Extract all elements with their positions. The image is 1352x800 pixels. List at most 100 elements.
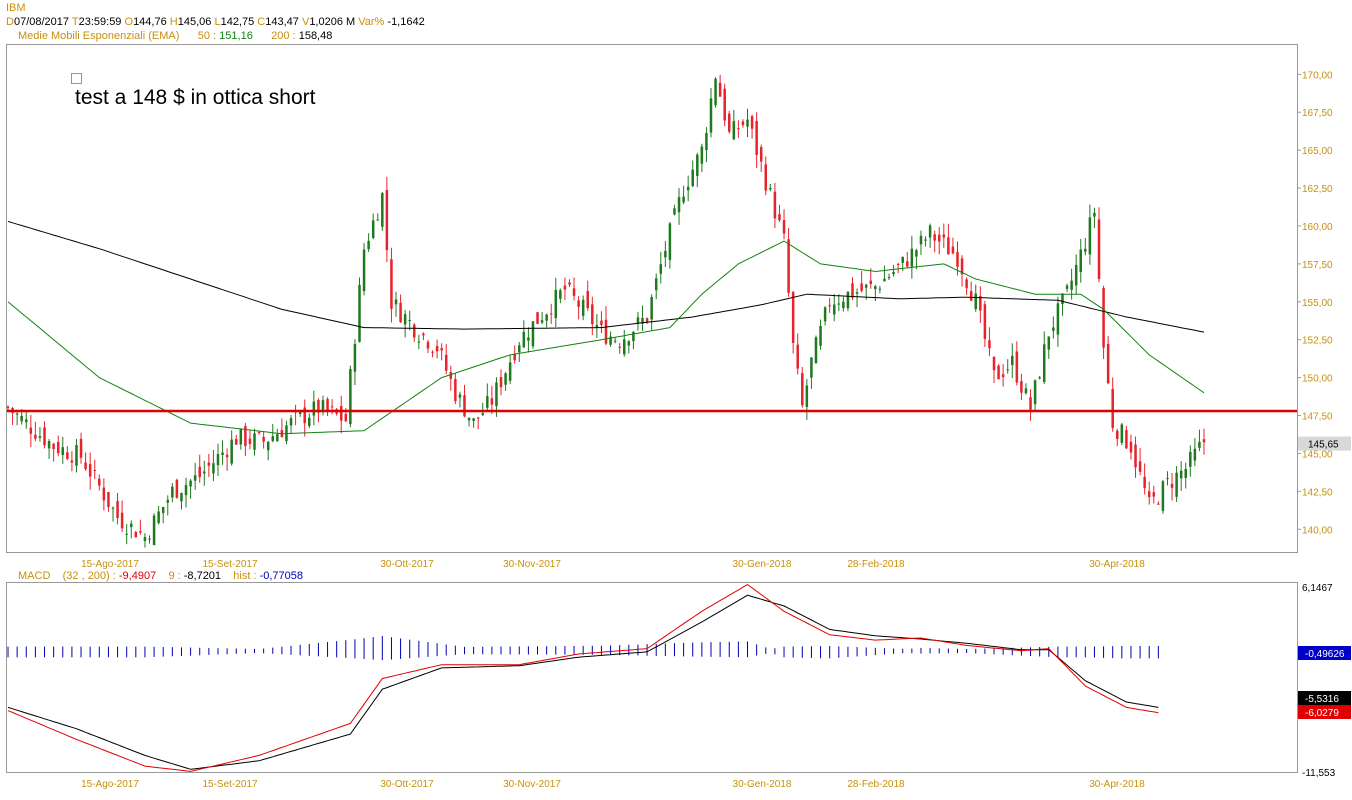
candle — [878, 286, 882, 294]
candle — [1088, 204, 1092, 265]
candle — [554, 277, 558, 328]
candle — [750, 114, 754, 139]
candle — [390, 247, 393, 323]
candle — [1029, 389, 1032, 421]
x-tick-label: 28-Feb-2018 — [847, 559, 905, 570]
last-price-box — [1298, 436, 1351, 451]
candle — [572, 277, 576, 301]
candle — [796, 333, 799, 375]
macd-histogram — [7, 636, 1159, 661]
candle — [664, 241, 667, 267]
macd-params: (32 , 200) — [62, 570, 110, 582]
hist-badge-label: -0,49626 — [1305, 649, 1345, 660]
candle — [98, 474, 101, 491]
candle — [66, 446, 69, 461]
candle — [15, 409, 19, 426]
x-tick-label: 30-Gen-2018 — [733, 779, 792, 790]
candle — [801, 366, 804, 408]
candle — [937, 226, 941, 255]
candle — [823, 306, 827, 326]
candle — [764, 156, 768, 196]
price-tick-label: 157,50 — [1302, 260, 1333, 271]
candle — [467, 417, 471, 427]
candle — [1033, 379, 1037, 411]
candle — [362, 242, 366, 296]
candle — [1134, 436, 1137, 478]
candle — [832, 294, 836, 322]
macd-tick-label: 6,1467 — [1302, 583, 1333, 594]
x-tick-label: 30-Nov-2017 — [503, 559, 561, 570]
candle — [983, 300, 987, 348]
signal-badge-label: -5,5316 — [1305, 694, 1339, 705]
candle — [518, 341, 521, 363]
price-tick-label: 155,00 — [1302, 298, 1333, 309]
candle — [805, 379, 809, 420]
candle — [371, 213, 375, 240]
quote-key: V — [301, 16, 310, 28]
x-tick-label: 30-Ott-2017 — [380, 559, 434, 570]
x-tick-label: 30-Nov-2017 — [503, 779, 561, 790]
candle — [883, 265, 886, 282]
candle — [1147, 481, 1151, 505]
x-tick-label: 30-Apr-2018 — [1089, 779, 1145, 790]
candle — [349, 365, 352, 428]
candle — [1052, 316, 1055, 339]
macd-panel — [6, 582, 1298, 773]
candle — [166, 495, 170, 516]
candle — [586, 280, 589, 311]
candle — [339, 395, 343, 434]
x-tick-label: 15-Ago-2017 — [81, 779, 139, 790]
last-price-label: 145,65 — [1308, 440, 1339, 451]
candle — [714, 77, 717, 108]
candle — [531, 321, 535, 349]
candle — [111, 506, 115, 522]
macd-y-axis: 6,1467 -11,553 — [1302, 583, 1336, 779]
candle — [458, 391, 462, 408]
candle — [276, 428, 279, 442]
candle — [207, 453, 211, 478]
candle — [874, 284, 877, 302]
candle — [705, 127, 708, 163]
candle — [394, 291, 398, 317]
ema50-period: 50 — [197, 30, 210, 42]
ema200-period: 200 — [271, 30, 290, 42]
candle — [906, 251, 909, 269]
candle — [417, 334, 421, 350]
candle — [1056, 296, 1060, 347]
candle — [454, 373, 457, 405]
candle — [221, 440, 224, 465]
candle — [1111, 377, 1114, 432]
candle — [1179, 461, 1183, 491]
candle — [892, 264, 895, 277]
candle — [1152, 485, 1156, 504]
candle — [248, 430, 252, 450]
macd-signal-line — [7, 594, 1159, 770]
candle — [577, 296, 580, 320]
candle — [129, 520, 133, 539]
quote-value: 07/08/2017 — [13, 16, 70, 28]
candle — [486, 383, 489, 411]
candle — [1184, 462, 1187, 489]
candle — [613, 337, 617, 344]
candle — [180, 492, 183, 510]
candle — [1170, 473, 1174, 501]
candle — [294, 404, 297, 426]
candle — [1120, 422, 1124, 446]
price-tick-label: 165,00 — [1302, 146, 1333, 157]
hist-badge — [1298, 646, 1351, 660]
candle — [737, 120, 740, 138]
quote-bar: D07/08/2017 T23:59:59 O144,76 H145,06 L1… — [6, 16, 425, 29]
candle — [148, 535, 151, 544]
macd-legend: MACD (32 , 200) : -9,4907 9 : -8,7201 hi… — [18, 570, 304, 582]
candle — [198, 454, 201, 483]
candle — [723, 83, 726, 127]
x-tick-label: 15-Set-2017 — [202, 779, 257, 790]
candle — [654, 273, 658, 300]
candle — [52, 442, 55, 462]
candle — [686, 175, 690, 202]
annotation-marker — [71, 73, 82, 84]
candle — [1166, 471, 1169, 486]
candle — [289, 415, 293, 435]
candle — [965, 277, 968, 296]
candle — [244, 422, 247, 457]
